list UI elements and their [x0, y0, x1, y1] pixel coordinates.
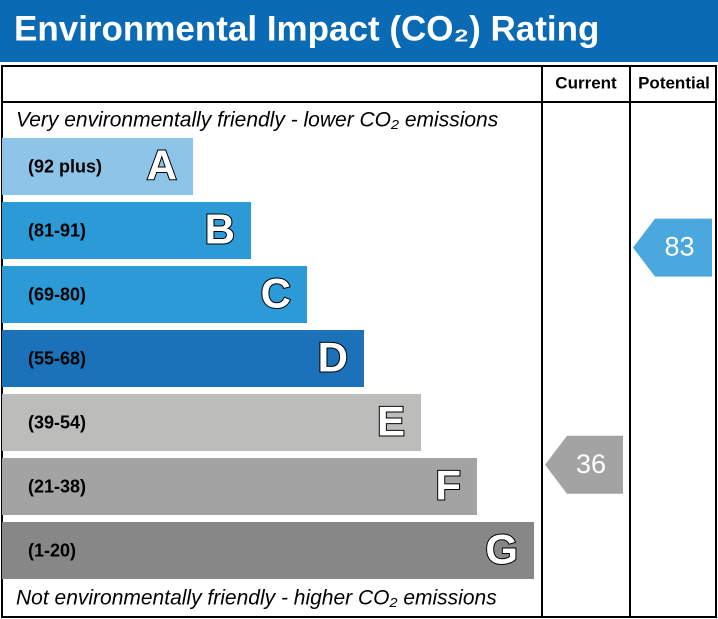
rating-value: 36	[576, 449, 606, 479]
band	[2, 458, 477, 515]
title: Environmental Impact (CO₂) Rating	[14, 9, 599, 48]
band-range: (21-38)	[28, 476, 86, 496]
band-letter: D	[318, 334, 348, 381]
band	[2, 202, 251, 259]
column-header: Potential	[638, 73, 710, 92]
top-note: Very environmentally friendly - lower CO…	[16, 109, 499, 132]
band-letter: C	[261, 270, 291, 317]
band-letter: A	[147, 142, 177, 189]
band-letter: E	[377, 398, 405, 445]
band-letter: F	[435, 462, 461, 509]
title-bar	[0, 0, 718, 62]
band-letter: B	[205, 206, 235, 253]
column-header: Current	[555, 73, 617, 92]
band-range: (92 plus)	[28, 156, 102, 176]
band-range: (55-68)	[28, 348, 86, 368]
band-range: (39-54)	[28, 412, 86, 432]
band-letter: G	[485, 526, 518, 573]
band	[2, 330, 364, 387]
band-range: (1-20)	[28, 540, 76, 560]
rating-arrow	[633, 218, 712, 277]
band	[2, 394, 421, 451]
bottom-note: Not environmentally friendly - higher CO…	[16, 587, 497, 610]
rating-arrow	[545, 435, 623, 494]
band-range: (69-80)	[28, 284, 86, 304]
band	[2, 266, 307, 323]
rating-value: 83	[664, 232, 694, 262]
band-range: (81-91)	[28, 220, 86, 240]
band	[2, 522, 534, 579]
band	[2, 138, 193, 195]
